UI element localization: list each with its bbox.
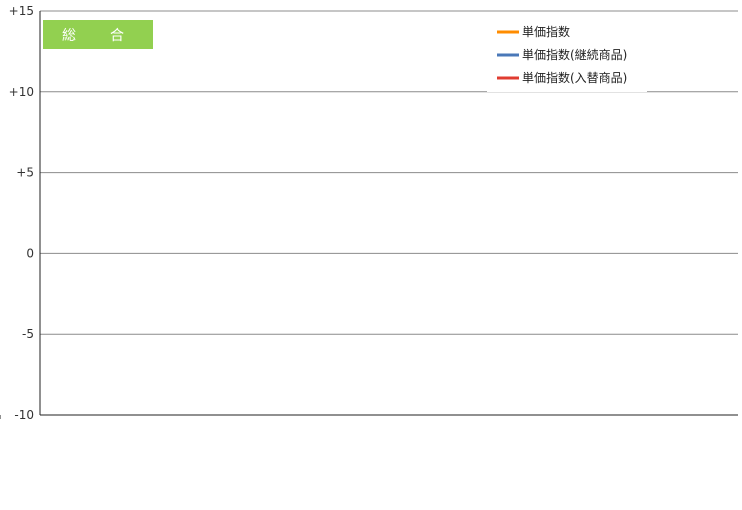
- y-tick-label: +10: [9, 85, 34, 99]
- title-badge-background: [43, 20, 153, 49]
- legend: 単価指数 単価指数(継続商品) 単価指数(入替商品): [487, 14, 647, 92]
- y-tick-label: -10: [14, 408, 34, 422]
- gridlines: [39, 10, 738, 416]
- chart-title: 総 合: [62, 28, 134, 44]
- y-axis-ticks: +15 +10 +5 0 -5 -10: [9, 4, 34, 422]
- y-tick-label: 0: [26, 246, 34, 260]
- legend-label-unit-price: 単価指数: [522, 24, 570, 39]
- y-tick-label: +5: [16, 166, 34, 180]
- legend-label-replaced: 単価指数(入替商品): [522, 70, 627, 85]
- y-tick-label: +15: [9, 4, 34, 18]
- chart-title-badge: 総 合: [43, 20, 153, 49]
- y-tick-label: -5: [22, 327, 34, 341]
- legend-label-continuing: 単価指数(継続商品): [522, 47, 627, 62]
